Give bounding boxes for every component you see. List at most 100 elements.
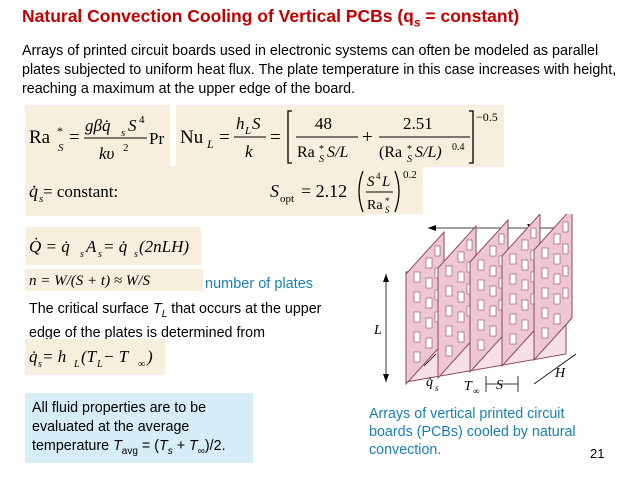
sopt-num-S: S (367, 174, 375, 190)
q-tail: (2nLH) (139, 237, 189, 256)
slide-title-subscript: s (413, 15, 421, 30)
sopt-den-ra: Ra (367, 198, 383, 213)
q-sub-2: s (98, 249, 102, 260)
sopt-den-star: * (385, 196, 390, 206)
nu-sub-L: L (206, 137, 214, 151)
heat-transfer-equation: Q̇ = q̇ s A s = q̇ s (2nLH) (25, 227, 201, 265)
nusselt-equation-graphic: Nu L = h L S k = 48 Ra * S S/L + 2.51 (R… (180, 110, 498, 165)
qh-sub-s: s (38, 359, 42, 370)
sopt-exponent: 0.2 (403, 169, 417, 181)
sopt-equation-graphic: q̇ s = constant: S opt = 2.12 S 4 L Ra *… (29, 169, 417, 215)
label-qs: q̇ (426, 375, 433, 390)
label-L: L (373, 323, 382, 338)
nu-exponent: −0.5 (476, 110, 498, 124)
ra-den-exp: 2 (123, 142, 129, 154)
nu-den2-tail: S/L) (415, 144, 442, 161)
nu-frac-k: k (245, 142, 253, 161)
nu-frac-S: S (252, 114, 261, 133)
label-Tinf: T (464, 379, 473, 394)
qh-sub-L: L (73, 359, 80, 370)
crit-L: L (161, 308, 168, 320)
q-A: A (85, 237, 97, 256)
qh-tail-1: (T (81, 347, 98, 366)
l-arrow-bottom (383, 374, 389, 382)
heat-transfer-equation-graphic: Q̇ = q̇ s A s = q̇ s (2nLH) (29, 237, 189, 260)
nu-left-bracket (287, 110, 292, 164)
n-equation: n = W/(S + t) ≈ W/S (29, 273, 150, 289)
props-part-1: All fluid properties are to be evaluated… (32, 400, 207, 454)
nu-den2-sub: S (407, 154, 412, 165)
slide-title-end: = constant) (420, 6, 520, 26)
pcb-array-figure: W L H S q̇ s T ∞ (366, 214, 606, 404)
sopt-equals: = 2.12 (301, 181, 347, 201)
nu-frac-h-sub: L (244, 125, 251, 137)
qh-tail-2: − T (103, 347, 130, 366)
ra-sub-S: S (58, 142, 64, 154)
crit-part-2: that occurs at the upper edge of the pla… (29, 301, 322, 341)
props-s: s (167, 445, 173, 457)
sopt-left-paren (358, 170, 364, 213)
qs-symbol: q̇ (29, 181, 38, 201)
plate-count-equation: n = W/(S + t) ≈ W/S (25, 269, 203, 291)
nu-den1-star: * (319, 144, 324, 155)
nu-251: 2.51 (403, 114, 433, 133)
figure-caption: Arrays of vertical printed circuit board… (369, 406, 576, 458)
rayleigh-equation: Ra * S = gβq̇ s S 4 kυ 2 Pr (25, 105, 170, 167)
props-part-2: = ( (137, 438, 159, 454)
nu-den2-exp: 0.4 (452, 142, 465, 153)
plate-count-equation-graphic: n = W/(S + t) ≈ W/S (29, 273, 150, 289)
crit-part-1: The critical surface (29, 301, 153, 317)
nu-frac-h: h (236, 114, 245, 133)
nu-plus: + (362, 127, 373, 148)
l-arrow-top (383, 274, 389, 282)
label-Tinf-sub: ∞ (473, 386, 479, 396)
sopt-den-sub: S (385, 205, 390, 215)
nu-right-bracket (469, 110, 474, 164)
sopt-equation: q̇ s = constant: S opt = 2.12 S 4 L Ra *… (25, 166, 423, 216)
qs-arrow-line (423, 353, 437, 367)
props-part-4: )/2. (204, 438, 226, 454)
nu-48: 48 (315, 114, 332, 133)
ra-star: * (57, 124, 63, 138)
ra-num-exp: 4 (139, 114, 145, 126)
q-sub-1: s (80, 249, 84, 260)
ra-equals: = (69, 127, 80, 148)
qs-sub: s (39, 193, 43, 205)
label-qs-sub: s (435, 383, 439, 393)
nu-den1-ra: Ra (297, 144, 315, 161)
q-eq-start: Q̇ = q̇ (29, 237, 70, 256)
qh-sub-L2: L (96, 359, 103, 370)
nu-den2-star: * (407, 144, 412, 155)
ra-num-S: S (128, 116, 137, 135)
intro-paragraph: Arrays of printed circuit boards used in… (22, 43, 617, 97)
sopt-num-exp: 4 (376, 171, 381, 181)
number-of-plates-label: number of plates (205, 276, 314, 292)
ra-lhs: Ra (29, 127, 51, 148)
label-S: S (496, 378, 503, 393)
qh-tail-3: ) (146, 347, 153, 366)
props-avg: avg (121, 445, 138, 457)
sopt-symbol: S (270, 181, 279, 201)
sopt-sub: opt (280, 193, 294, 205)
qh-lhs: q̇ (29, 347, 38, 366)
nu-equals-2: = (270, 127, 281, 148)
nusselt-equation: Nu L = h L S k = 48 Ra * S S/L + 2.51 (R… (176, 105, 504, 167)
ra-numerator: gβq̇ (85, 116, 111, 135)
sopt-right-paren (394, 170, 400, 213)
props-part-3: + (172, 438, 190, 454)
rayleigh-equation-graphic: Ra * S = gβq̇ s S 4 kυ 2 Pr (29, 114, 164, 163)
ra-num-sub-s: s (121, 127, 125, 139)
pcb-array-drawing: W L H S q̇ s T ∞ (373, 214, 577, 396)
qh-eq: = h (42, 347, 66, 366)
q-sub-3: s (134, 249, 138, 260)
sopt-num-L: L (381, 174, 390, 190)
surface-temperature-equation: q̇ s = h L (T L − T ∞ ) (25, 339, 165, 375)
qs-constant-text: = constant: (43, 182, 118, 201)
page-number: 21 (590, 446, 605, 461)
props-Tinf: T (189, 438, 198, 454)
props-inf: ∞ (197, 445, 205, 457)
critical-surface-text: The critical surface TL that occurs at t… (29, 300, 329, 343)
nu-den1-tail: S/L (327, 144, 348, 161)
ra-denominator: kυ (99, 144, 115, 163)
props-T: T (113, 438, 122, 454)
